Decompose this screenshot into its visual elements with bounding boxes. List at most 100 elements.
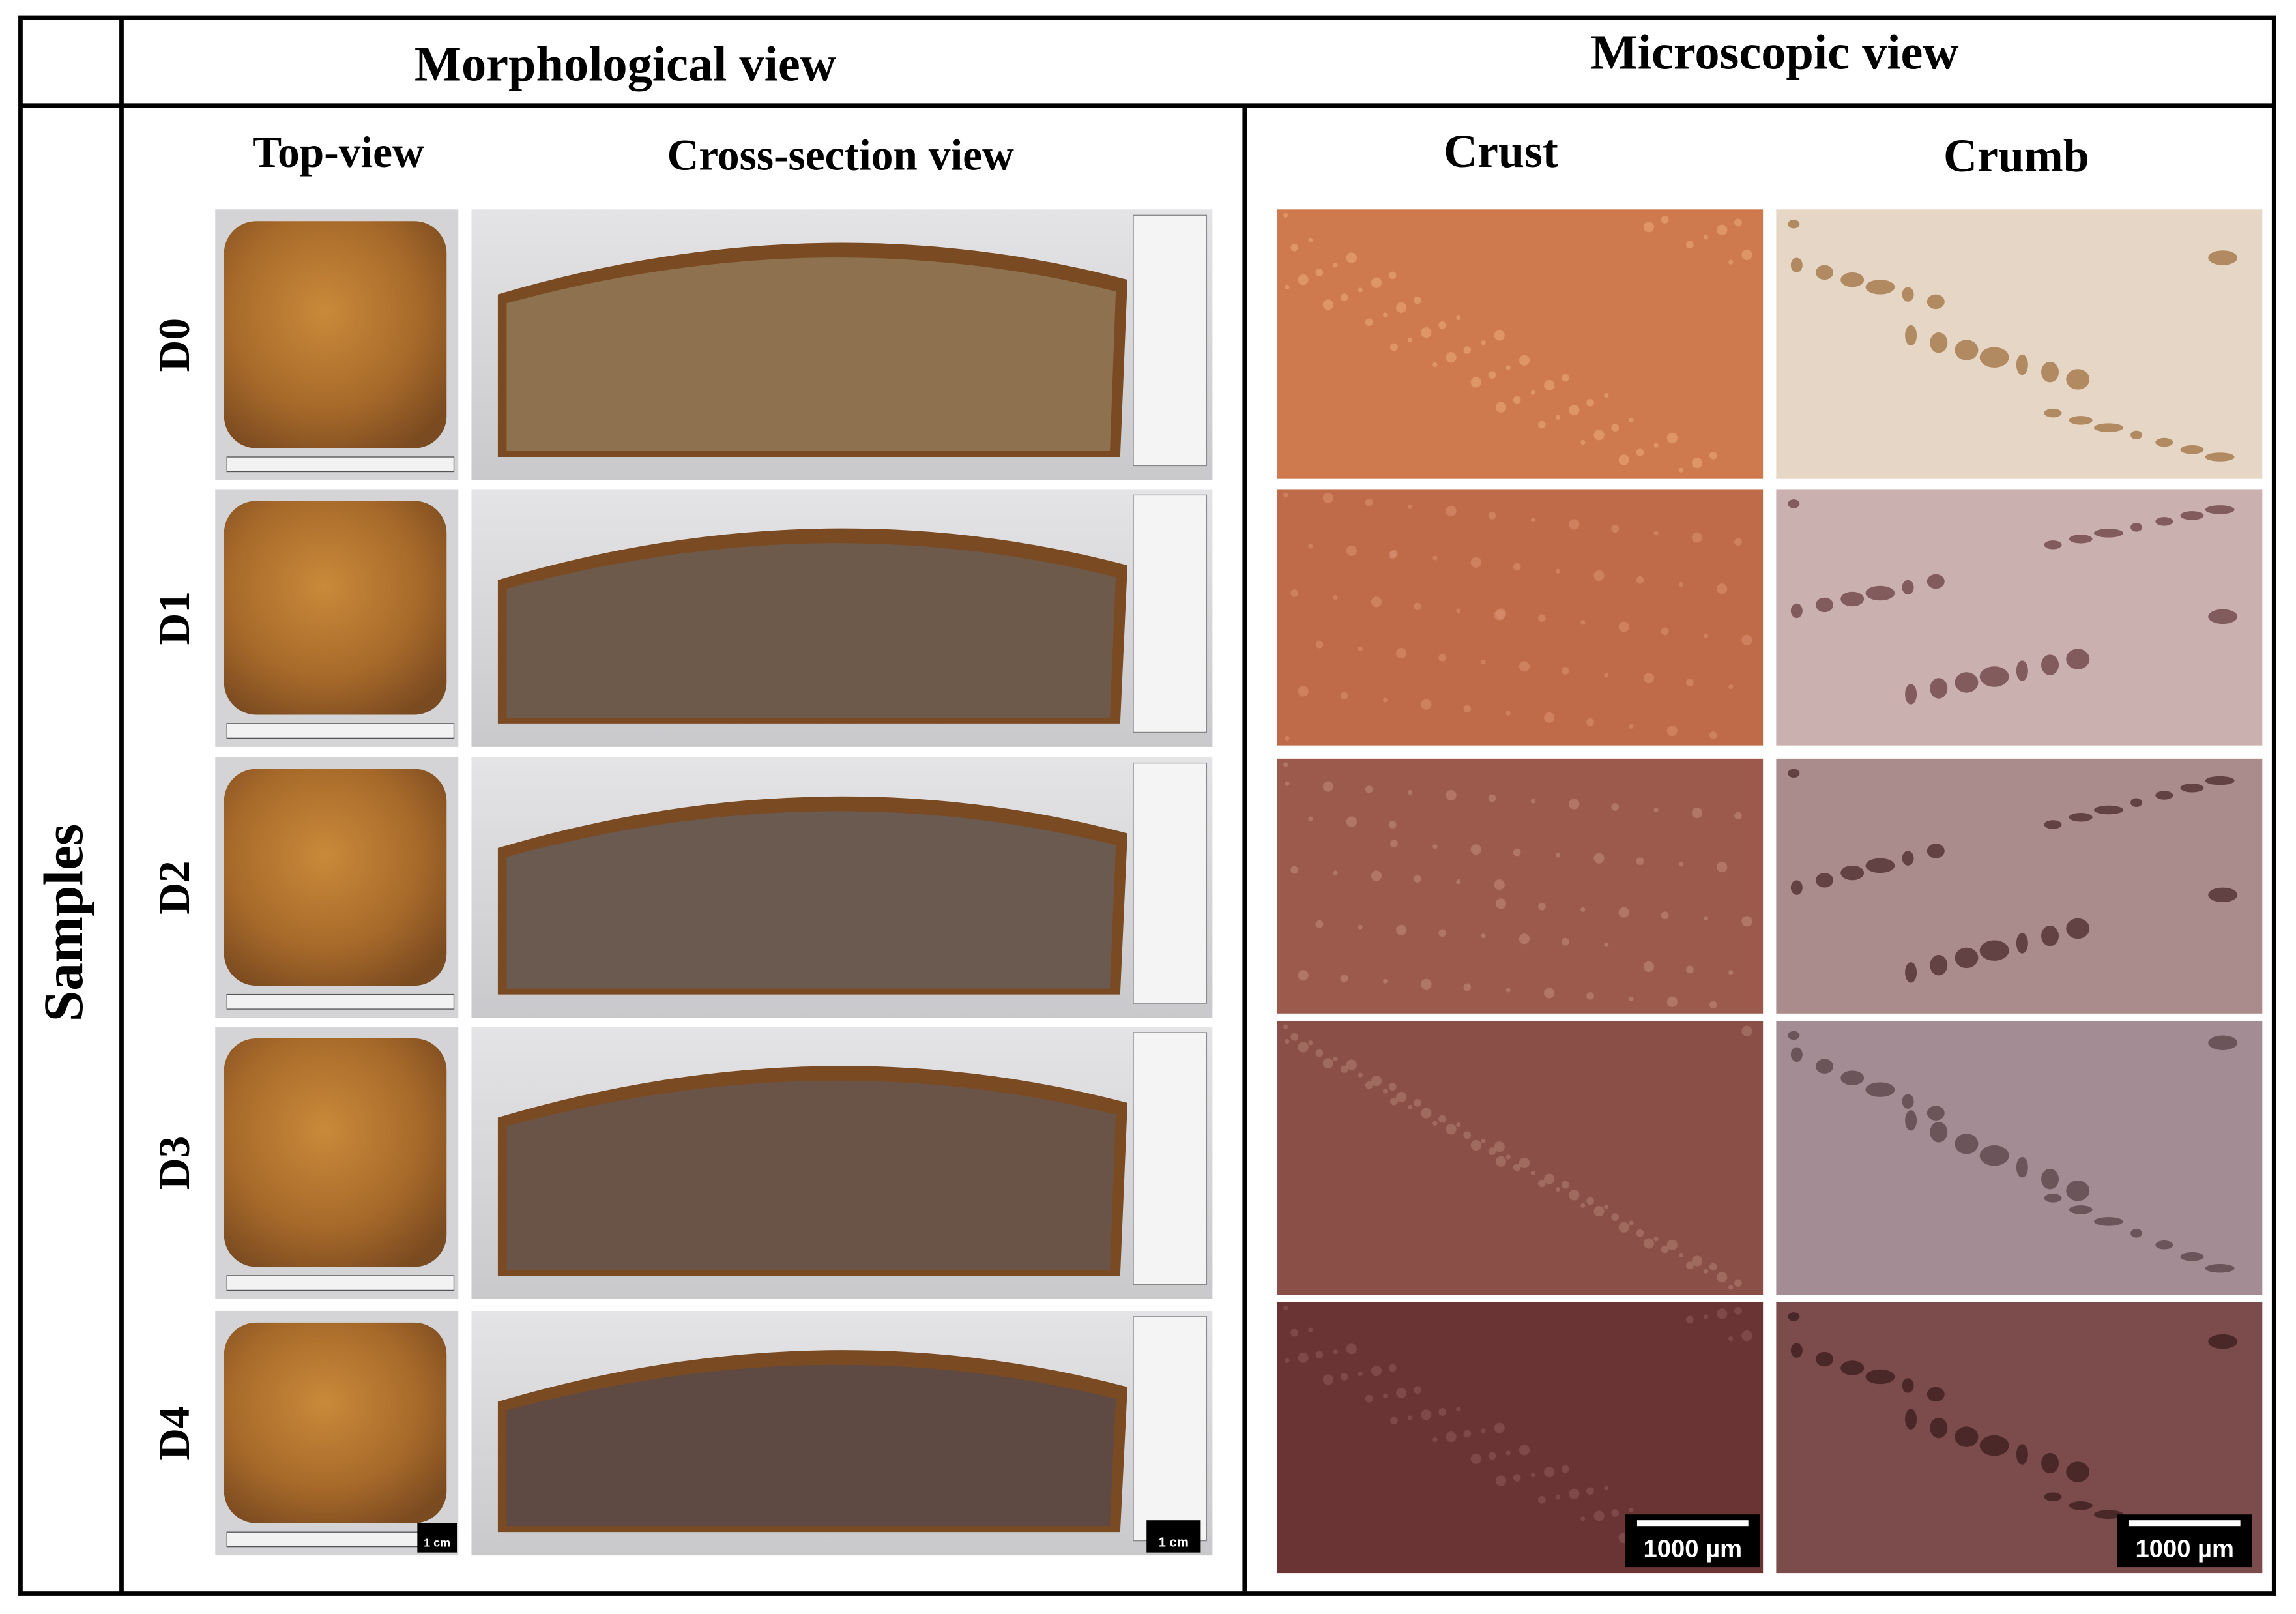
crust-texture <box>1408 789 1413 795</box>
crust-texture <box>1653 531 1659 536</box>
crust-texture <box>1298 1042 1309 1053</box>
crust-texture <box>1530 799 1536 804</box>
crust-texture <box>1728 259 1734 265</box>
crust-texture <box>1432 844 1438 849</box>
crust-texture <box>1636 857 1644 865</box>
crumb-pore <box>2044 540 2062 550</box>
crust-texture <box>1414 602 1421 611</box>
crust-texture <box>1666 996 1678 1007</box>
crumb-pore <box>2016 354 2028 375</box>
crust-texture <box>1495 898 1507 909</box>
scale-bar-label: 1 cm <box>1159 1536 1189 1550</box>
crust-texture <box>1678 862 1683 867</box>
crust-texture <box>1653 1237 1659 1242</box>
crumb-pore <box>1905 684 1917 705</box>
crust-texture <box>1505 1154 1511 1160</box>
crust-texture <box>1691 1255 1703 1267</box>
crust-texture <box>1315 1049 1324 1057</box>
crumb-pore <box>1816 1059 1834 1074</box>
crumb-pore <box>1905 1110 1917 1131</box>
crumb-pore <box>1905 1409 1917 1430</box>
crust-texture <box>1365 785 1373 793</box>
crumb-pore <box>1955 1426 1979 1447</box>
crust-texture <box>1358 924 1363 930</box>
crust-texture <box>1315 269 1324 276</box>
crumb-photo <box>1776 758 2263 1014</box>
crust-texture <box>1456 315 1461 321</box>
crust-texture <box>1544 379 1555 391</box>
crumb-pore <box>2016 1156 2028 1178</box>
crust-texture <box>1661 1245 1669 1254</box>
crumb-pore <box>1788 1312 1800 1321</box>
crumb-pore <box>2069 416 2093 425</box>
crumb-pore <box>2041 1168 2059 1190</box>
crust-texture <box>1741 1330 1752 1342</box>
crumb-pore <box>1902 1094 1914 1109</box>
crust-texture <box>1283 213 1288 218</box>
crust-texture <box>1666 432 1678 443</box>
crust-texture <box>1519 1445 1530 1456</box>
crust-texture <box>1561 667 1569 675</box>
crust-texture <box>1456 1406 1461 1412</box>
crust-texture <box>1556 568 1561 574</box>
crumb-pore <box>1865 858 1895 873</box>
crust-texture <box>1388 821 1397 829</box>
crumb-pore <box>2041 925 2059 946</box>
crust-texture <box>1371 1076 1382 1087</box>
crust-texture <box>1408 337 1413 342</box>
crust-texture <box>1519 355 1530 366</box>
crust-texture <box>1538 902 1546 911</box>
crust-texture <box>1358 646 1363 651</box>
crust-texture <box>1643 673 1654 684</box>
crust-texture <box>1470 844 1481 855</box>
crust-texture <box>1586 1487 1594 1495</box>
crumb-pore <box>1926 1106 1945 1121</box>
crust-texture <box>1629 418 1634 423</box>
crust-texture <box>1463 705 1472 713</box>
crumb-pore <box>2066 918 2090 939</box>
crust-texture <box>1685 1261 1694 1270</box>
loaf-top <box>224 221 447 448</box>
crust-texture <box>1580 620 1586 625</box>
crust-texture <box>1717 862 1728 873</box>
crust-texture <box>1691 532 1703 543</box>
crust-texture <box>1636 448 1644 457</box>
crust-texture <box>1365 318 1373 327</box>
crust-texture <box>1678 1252 1683 1258</box>
crust-texture <box>1390 550 1398 558</box>
crust-texture <box>1505 365 1511 370</box>
crust-texture <box>1463 983 1472 991</box>
crust-texture <box>1643 222 1654 233</box>
crumb-pore <box>2180 1252 2204 1261</box>
crust-texture <box>1438 653 1446 662</box>
crumb-pore <box>1788 220 1800 229</box>
ruler <box>1133 1316 1208 1542</box>
crust-texture <box>1346 816 1357 827</box>
crust-photo <box>1277 1021 1764 1295</box>
crust-texture <box>1382 312 1388 317</box>
crust-texture <box>1611 424 1620 432</box>
crumb-pore <box>1865 280 1895 295</box>
crumb-pore <box>1790 1047 1803 1062</box>
row-header: Samples <box>33 824 94 1022</box>
crust-texture <box>1333 1349 1338 1355</box>
ruler <box>226 1275 455 1291</box>
crust-texture <box>1421 1409 1432 1420</box>
crumb-pore <box>2066 369 2090 390</box>
crumb-pore <box>2093 529 2123 538</box>
crust-texture <box>1315 1351 1324 1359</box>
crust-texture <box>1432 1437 1438 1443</box>
crust-texture <box>1438 321 1446 329</box>
sample-label: D2 <box>150 860 199 914</box>
crumb-pore <box>1930 1417 1948 1439</box>
crust-texture <box>1308 816 1313 821</box>
crust-texture <box>1505 711 1511 716</box>
crumb-pore <box>2093 1217 2123 1226</box>
crumb-pore <box>1840 591 1865 607</box>
crumb-pore <box>2205 505 2235 514</box>
crumb-pore <box>1926 1387 1945 1402</box>
crust-texture <box>1488 1147 1496 1155</box>
scale-bar-line <box>1636 1520 1749 1527</box>
crust-texture <box>1734 812 1742 820</box>
crust-texture <box>1408 504 1413 509</box>
